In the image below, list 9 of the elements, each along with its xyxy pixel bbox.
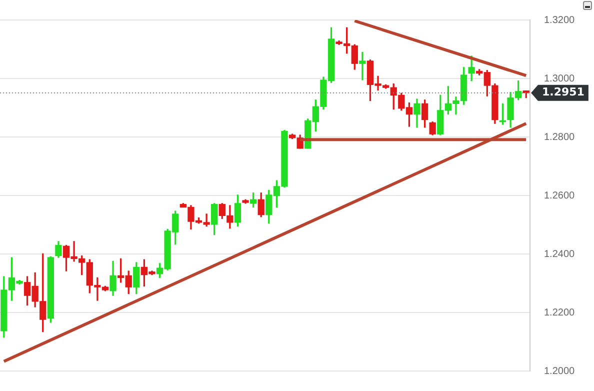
candlestick	[359, 52, 366, 80]
y-tick-label: 1.3200	[544, 14, 576, 26]
y-tick-label: 1.2800	[544, 132, 576, 143]
y-tick-label: 1.2600	[544, 190, 576, 202]
y-tick-label: 1.2200	[544, 307, 576, 318]
y-tick-label: 1.3000	[544, 73, 576, 84]
y-tick-label: 1.2400	[544, 248, 576, 260]
ref-line-label: 1.2951	[542, 86, 584, 99]
y-tick-label: 1.2000	[544, 366, 576, 377]
